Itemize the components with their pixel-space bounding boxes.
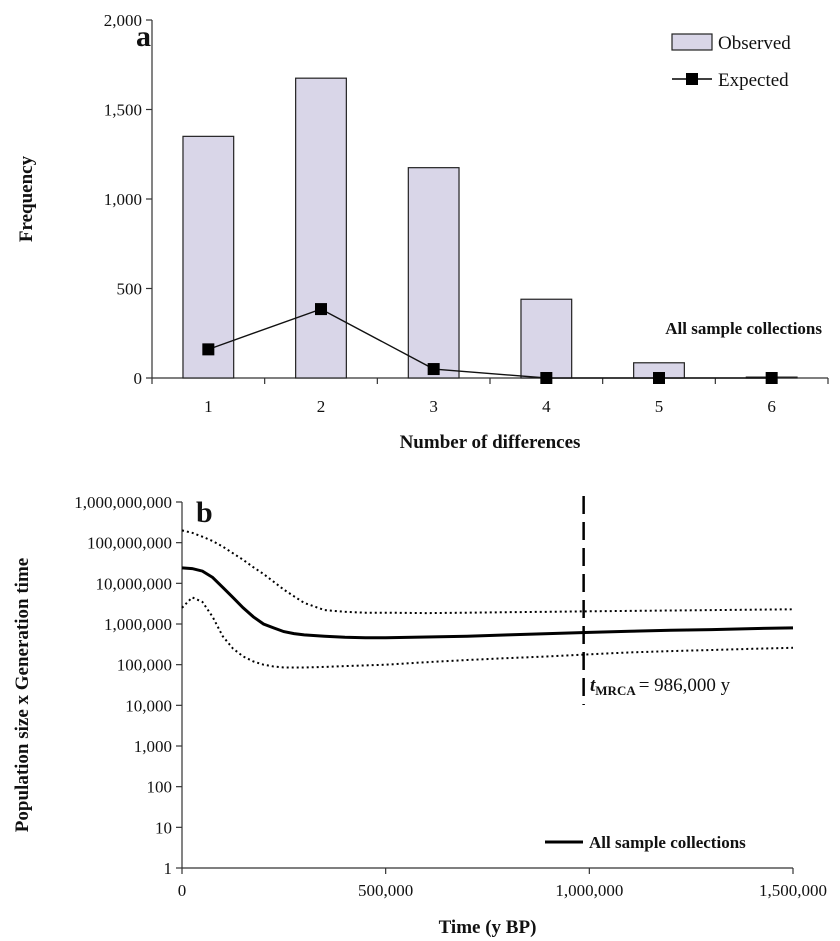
b-y-tick-label: 10 (155, 818, 172, 837)
a-annotation: All sample collections (665, 319, 822, 338)
b-x-tick-label: 0 (178, 881, 187, 900)
legend-swatch-observed (671, 33, 713, 51)
b-x-tick-label: 500,000 (358, 881, 413, 900)
a-expected-marker (540, 372, 553, 384)
legend-marker-expected (686, 73, 698, 85)
a-expected-marker (653, 372, 665, 384)
b-x-axis-title: Time (y BP) (439, 917, 537, 938)
b-tmrca-label: tMRCA = 986,000 y (590, 675, 731, 698)
b-y-tick-label: 100 (147, 778, 173, 797)
a-panel-label: a (136, 20, 151, 53)
a-x-axis-title: Number of differences (400, 432, 581, 453)
b-ci-bound-line (181, 596, 794, 669)
a-y-axis-title: Frequency (16, 155, 37, 242)
a-x-tick-label: 4 (542, 397, 551, 416)
a-expected-marker (202, 343, 215, 356)
a-bar-observed (520, 298, 573, 379)
a-bar-observed (295, 77, 347, 379)
b-y-axis-title: Population size x Generation time (12, 558, 33, 832)
legend-label-observed: Observed (718, 33, 791, 54)
b-x-tick-label: 1,500,000 (759, 881, 827, 900)
a-y-tick-label: 2,000 (104, 11, 142, 30)
b-y-tick-label: 100,000,000 (87, 534, 172, 553)
b-y-tick-label: 10,000 (125, 696, 172, 715)
a-x-tick-label: 6 (767, 397, 776, 416)
b-y-tick-label: 1,000,000 (104, 615, 172, 634)
b-median-line (181, 566, 794, 640)
legend-label-expected: Expected (718, 70, 789, 91)
a-x-tick-label: 5 (655, 397, 664, 416)
b-y-tick-label: 100,000 (117, 656, 172, 675)
a-x-tick-label: 2 (317, 397, 326, 416)
a-bar-observed (407, 167, 460, 379)
b-y-tick-label: 10,000,000 (96, 574, 173, 593)
a-y-tick-label: 500 (117, 280, 143, 299)
a-expected-marker (765, 372, 778, 384)
b-y-tick-label: 1 (164, 859, 173, 878)
a-bar-observed (182, 135, 235, 379)
a-y-tick-label: 1,000 (104, 190, 142, 209)
b-legend-label: All sample collections (589, 833, 746, 852)
b-y-tick-label: 1,000 (134, 737, 172, 756)
b-panel-label: b (196, 496, 213, 529)
a-x-tick-label: 1 (204, 397, 213, 416)
a-expected-line (208, 308, 772, 379)
a-x-tick-label: 3 (429, 397, 438, 416)
a-expected-marker (315, 303, 327, 316)
a-y-tick-label: 0 (134, 369, 143, 388)
b-x-tick-label: 1,000,000 (555, 881, 623, 900)
a-y-tick-label: 1,500 (104, 101, 142, 120)
b-y-tick-label: 1,000,000,000 (74, 493, 172, 512)
b-ci-bound-line (181, 529, 794, 615)
a-expected-marker (427, 363, 440, 376)
